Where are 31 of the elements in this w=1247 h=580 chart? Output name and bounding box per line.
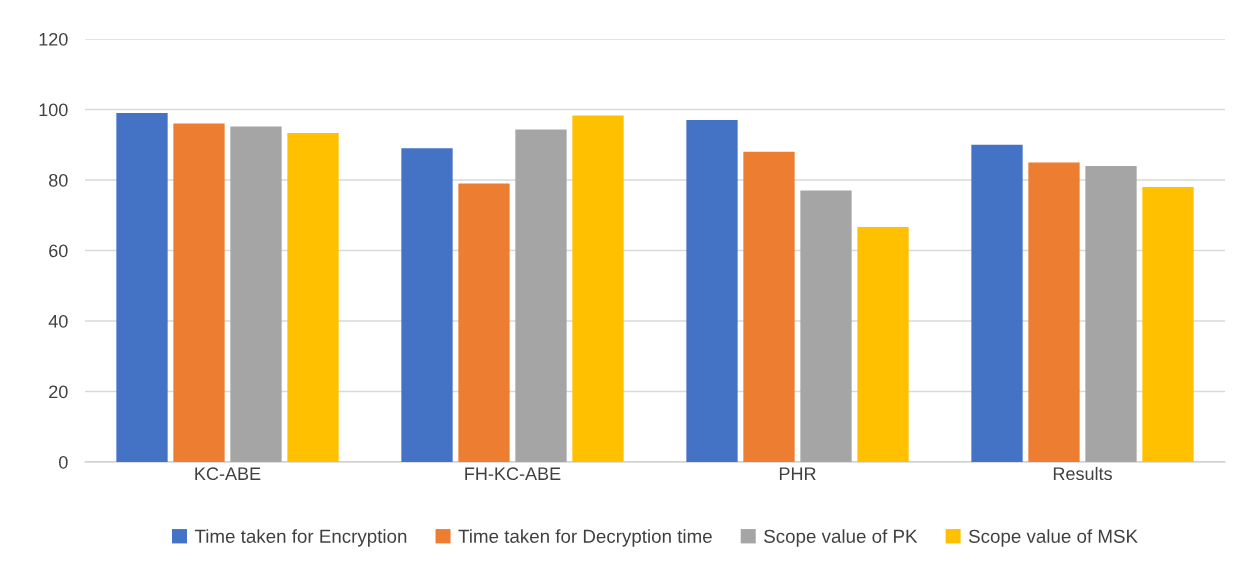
- bar: [116, 113, 168, 462]
- x-tick-label: FH-KC-ABE: [465, 467, 561, 481]
- bar: [572, 115, 624, 462]
- y-tick-label: 60: [49, 244, 68, 258]
- bar: [800, 190, 852, 462]
- bar: [287, 133, 339, 462]
- y-tick-label: 0: [59, 455, 68, 469]
- bar: [515, 129, 567, 462]
- x-tick-label: PHR: [779, 467, 816, 480]
- x-tick-label: KC-ABE: [195, 467, 261, 481]
- x-tick-label: Results: [1053, 466, 1112, 481]
- y-tick-label: 100: [39, 103, 68, 117]
- legend-label: Time taken for Encryption: [194, 529, 407, 547]
- bar: [1028, 162, 1080, 462]
- y-tick-label: 120: [39, 32, 68, 46]
- bar: [230, 126, 282, 462]
- bar: [1085, 165, 1137, 462]
- bar: [743, 151, 795, 462]
- bar: [401, 148, 453, 462]
- legend-label: Time taken for Decryption time: [458, 529, 712, 547]
- legend-label: Scope value of PK: [764, 529, 918, 547]
- bar: [857, 226, 909, 462]
- legend-label: Scope value of MSK: [968, 529, 1138, 547]
- bar: [1142, 187, 1194, 462]
- y-tick-label: 40: [48, 314, 68, 328]
- bar: [971, 144, 1023, 462]
- bar: [458, 183, 510, 462]
- bar: [686, 120, 738, 462]
- y-tick-label: 20: [49, 385, 68, 399]
- y-tick-label: 80: [49, 173, 68, 187]
- bar: [173, 123, 225, 462]
